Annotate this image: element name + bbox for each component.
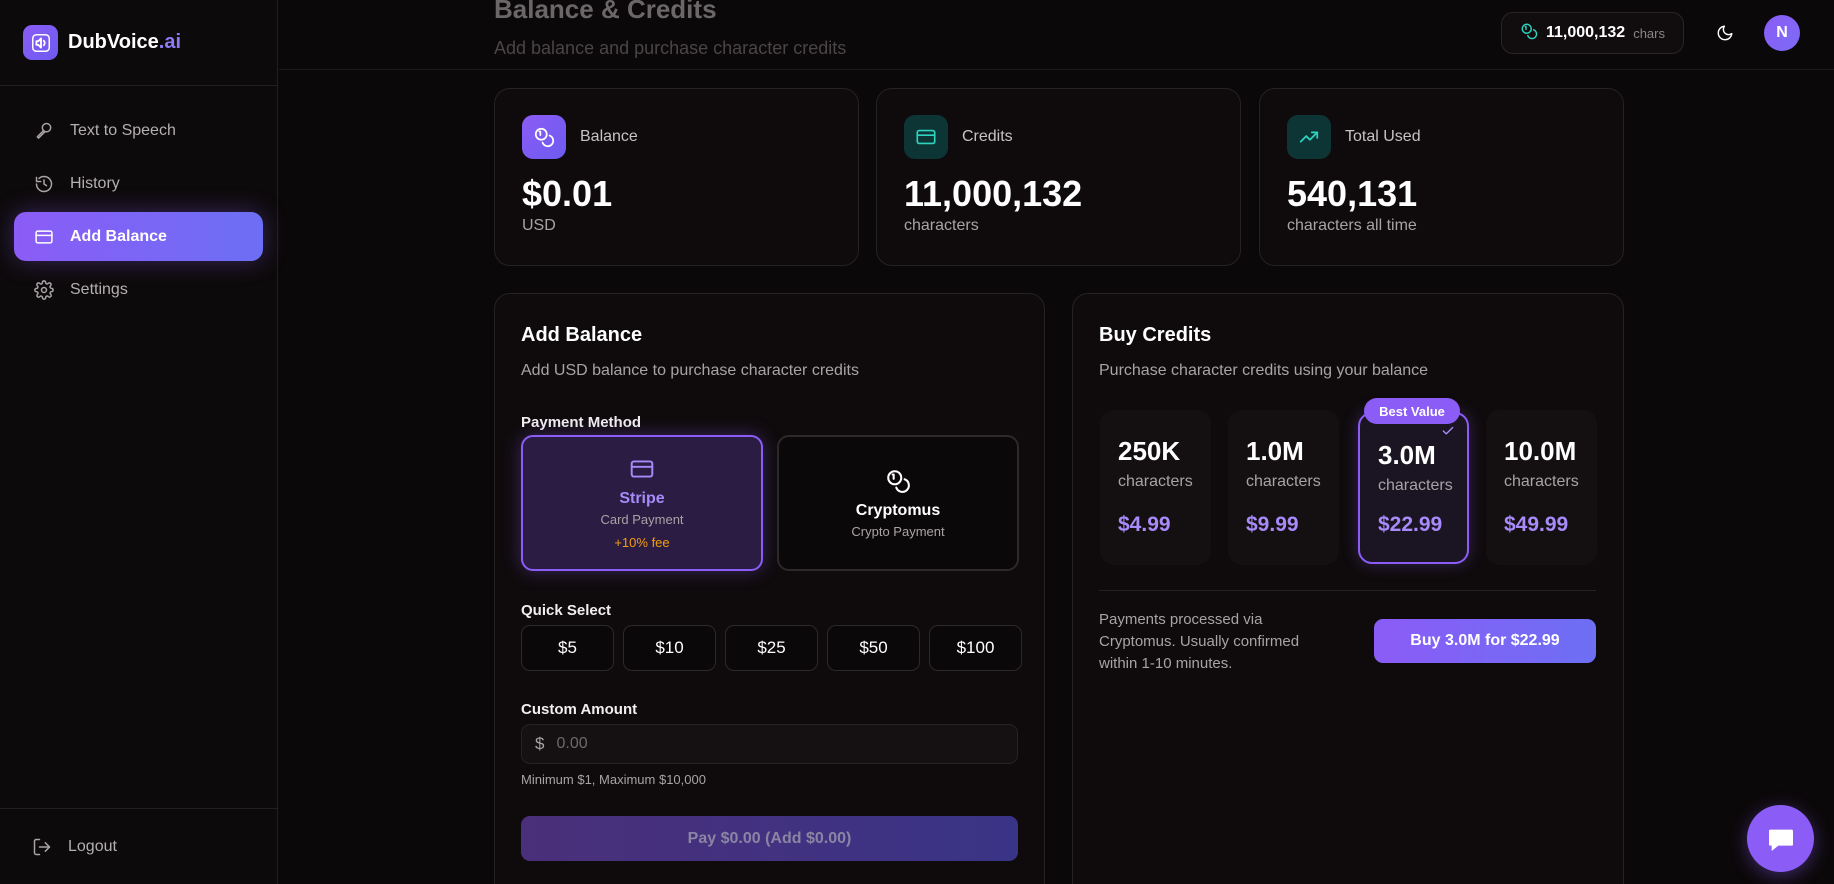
- balance-stat-card: Balance $0.01 USD: [494, 88, 859, 266]
- avatar[interactable]: N: [1764, 15, 1800, 51]
- sidebar: DubVoice.ai Text to Speech History: [0, 0, 278, 884]
- chat-icon: [1768, 829, 1793, 851]
- package-price: $9.99: [1246, 513, 1299, 536]
- package-size: 250K: [1118, 436, 1181, 466]
- add-balance-panel: Add Balance Add USD balance to purchase …: [494, 293, 1045, 884]
- amount-hint: Minimum $1, Maximum $10,000: [521, 772, 706, 787]
- credits-value: 11,000,132: [904, 173, 1083, 214]
- pay-button[interactable]: Pay $0.00 (Add $0.00): [521, 816, 1018, 861]
- balance-unit: USD: [522, 217, 556, 234]
- payment-method-name: Stripe: [619, 490, 665, 507]
- buy-credits-title: Buy Credits: [1099, 324, 1212, 346]
- custom-amount-input[interactable]: [556, 735, 1017, 753]
- page-title: Balance & Credits: [494, 0, 717, 24]
- moon-icon: [1717, 25, 1733, 41]
- sidebar-item-label: Text to Speech: [70, 121, 176, 139]
- quick-select-label: Quick Select: [521, 602, 612, 619]
- chars-count: 11,000,132: [1546, 24, 1626, 41]
- theme-toggle-button[interactable]: [1714, 22, 1736, 44]
- package-price: $22.99: [1378, 513, 1443, 536]
- logout-button[interactable]: Logout: [0, 808, 277, 884]
- payment-method-name: Cryptomus: [855, 501, 941, 519]
- buy-credits-description: Purchase character credits using your ba…: [1099, 362, 1429, 379]
- credit-card-icon: [32, 225, 56, 249]
- coins-icon: [887, 469, 910, 493]
- package-price: $49.99: [1504, 513, 1569, 536]
- total-used-unit: characters all time: [1287, 217, 1417, 234]
- payment-method-cryptomus[interactable]: Cryptomus Crypto Payment: [777, 435, 1019, 571]
- quick-amount-100-button[interactable]: $100: [929, 625, 1022, 671]
- header: Balance & Credits Add balance and purcha…: [279, 0, 1834, 70]
- sidebar-item-text-to-speech[interactable]: Text to Speech: [14, 106, 263, 155]
- package-price: $4.99: [1118, 513, 1171, 536]
- add-balance-title: Add Balance: [521, 324, 643, 346]
- credit-package-10m[interactable]: 10.0M characters $49.99: [1486, 410, 1597, 565]
- coins-icon: [1520, 22, 1538, 45]
- package-size: 1.0M: [1246, 436, 1304, 466]
- brand-name-accent: .ai: [158, 31, 182, 53]
- package-unit: characters: [1118, 473, 1193, 490]
- buy-credits-button[interactable]: Buy 3.0M for $22.99: [1374, 619, 1596, 663]
- custom-amount-field: $: [521, 724, 1018, 764]
- buy-credits-panel: Buy Credits Purchase character credits u…: [1072, 293, 1624, 884]
- sidebar-item-label: Settings: [70, 280, 128, 298]
- stat-label: Total Used: [1345, 128, 1421, 145]
- credits-stat-card: Credits 11,000,132 characters: [876, 88, 1241, 266]
- speaker-icon: [23, 25, 58, 60]
- credit-package-250k[interactable]: 250K characters $4.99: [1100, 410, 1211, 565]
- logout-icon: [30, 835, 54, 859]
- payment-method-sub: Crypto Payment: [851, 523, 945, 539]
- payment-method-sub: Card Payment: [600, 512, 684, 527]
- balance-value: $0.01: [522, 173, 613, 214]
- page-subtitle: Add balance and purchase character credi…: [494, 38, 847, 58]
- credit-card-icon: [630, 460, 654, 478]
- chars-unit: chars: [1633, 25, 1665, 41]
- currency-symbol: $: [535, 734, 545, 753]
- chat-support-button[interactable]: [1747, 805, 1814, 872]
- credit-package-1m[interactable]: 1.0M characters $9.99: [1228, 410, 1339, 565]
- stat-label: Credits: [962, 128, 1013, 145]
- package-size: 10.0M: [1504, 436, 1577, 466]
- divider: [1099, 590, 1596, 591]
- stat-label: Balance: [580, 128, 638, 145]
- check-icon: [1442, 426, 1454, 435]
- total-used-stat-card: Total Used 540,131 characters all time: [1259, 88, 1624, 266]
- sidebar-nav: Text to Speech History Add Balance: [0, 86, 277, 314]
- quick-amount-25-button[interactable]: $25: [725, 625, 818, 671]
- best-value-badge: Best Value: [1364, 398, 1460, 424]
- sidebar-item-history[interactable]: History: [14, 159, 263, 208]
- package-unit: characters: [1504, 473, 1579, 490]
- add-balance-description: Add USD balance to purchase character cr…: [521, 362, 859, 379]
- payment-method-fee: +10% fee: [614, 535, 670, 550]
- package-unit: characters: [1378, 477, 1453, 494]
- brand-name-main: DubVoice: [68, 31, 159, 53]
- chars-balance-pill[interactable]: 11,000,132 chars: [1501, 12, 1684, 54]
- quick-amount-10-button[interactable]: $10: [623, 625, 716, 671]
- total-used-value: 540,131: [1287, 173, 1418, 214]
- payment-processing-note: Payments processed via Cryptomus. Usuall…: [1099, 611, 1300, 672]
- quick-amount-5-button[interactable]: $5: [521, 625, 614, 671]
- microphone-icon: [32, 119, 56, 143]
- sidebar-item-add-balance[interactable]: Add Balance: [14, 212, 263, 261]
- gear-icon: [32, 278, 56, 302]
- payment-method-stripe[interactable]: Stripe Card Payment +10% fee: [521, 435, 763, 571]
- brand-name: DubVoice.ai: [68, 31, 181, 54]
- package-unit: characters: [1246, 473, 1321, 490]
- history-icon: [32, 172, 56, 196]
- package-size: 3.0M: [1378, 440, 1436, 470]
- credits-unit: characters: [904, 217, 979, 234]
- payment-method-label: Payment Method: [521, 414, 642, 431]
- trending-up-icon: [1287, 115, 1331, 159]
- credit-package-3m[interactable]: 3.0M characters $22.99: [1358, 412, 1469, 564]
- credit-card-icon: [904, 115, 948, 159]
- sidebar-item-settings[interactable]: Settings: [14, 265, 263, 314]
- brand[interactable]: DubVoice.ai: [0, 0, 277, 86]
- quick-select-row: $5 $10 $25 $50 $100: [521, 625, 1022, 671]
- logout-label: Logout: [68, 837, 117, 855]
- sidebar-item-label: Add Balance: [70, 227, 167, 245]
- sidebar-item-label: History: [70, 174, 120, 192]
- quick-amount-50-button[interactable]: $50: [827, 625, 920, 671]
- custom-amount-label: Custom Amount: [521, 701, 638, 718]
- coins-icon: [522, 115, 566, 159]
